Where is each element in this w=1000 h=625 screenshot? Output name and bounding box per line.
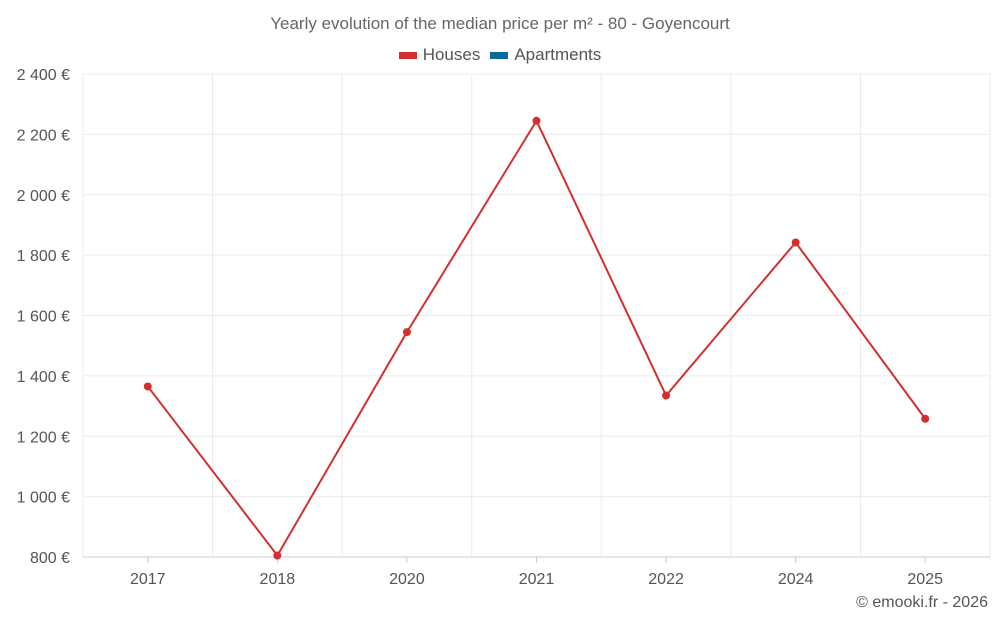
data-point <box>143 382 152 391</box>
y-tick-label: 1 400 € <box>17 369 70 386</box>
y-tick-label: 2 400 € <box>17 67 70 84</box>
x-tick-label: 2022 <box>648 571 684 588</box>
series-line-houses <box>146 118 927 558</box>
data-point <box>273 551 282 560</box>
legend-label-houses: Houses <box>422 45 481 64</box>
legend-item-houses[interactable]: Houses <box>398 45 481 65</box>
legend-swatch-houses <box>398 51 417 59</box>
x-tick-label: 2021 <box>519 571 555 588</box>
data-point <box>791 238 800 247</box>
x-tick-label: 2025 <box>907 571 943 588</box>
y-tick-label: 1 800 € <box>17 248 70 265</box>
x-tick-label: 2020 <box>389 571 425 588</box>
y-tick-label: 800 € <box>30 550 70 567</box>
x-tick-label: 2018 <box>260 571 296 588</box>
legend-item-apartments[interactable]: Apartments <box>490 45 601 65</box>
y-tick-label: 1 600 € <box>17 309 70 326</box>
legend-label-apartments: Apartments <box>514 45 602 64</box>
legend-swatch-apartments <box>490 51 509 59</box>
y-tick-label: 2 200 € <box>17 127 70 144</box>
chart-legend: Houses Apartments <box>0 45 1000 65</box>
data-point <box>662 391 671 400</box>
data-point <box>532 116 541 125</box>
x-tick-label: 2017 <box>130 571 166 588</box>
credit-text: © emooki.fr - 2026 <box>856 594 988 611</box>
data-point <box>921 414 930 423</box>
y-tick-label: 1 000 € <box>17 490 70 507</box>
chart-title: Yearly evolution of the median price per… <box>270 14 730 33</box>
y-tick-label: 1 200 € <box>17 429 70 446</box>
data-point <box>402 328 411 337</box>
x-tick-label: 2024 <box>778 571 814 588</box>
y-tick-label: 2 000 € <box>17 188 70 205</box>
